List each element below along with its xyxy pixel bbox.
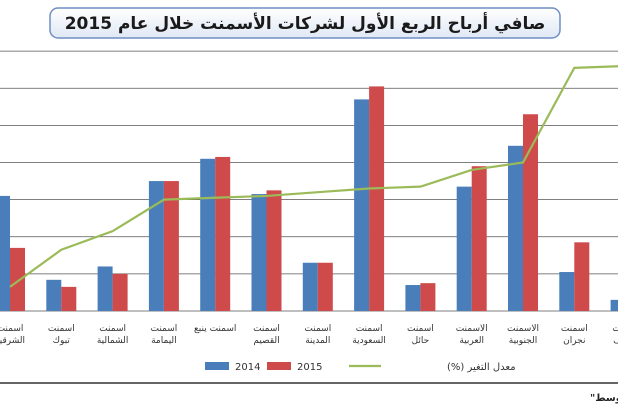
x-tick-label: اسمنت السعودية	[352, 324, 386, 346]
x-tick-label: الاسمنت الجنوبية	[507, 324, 539, 346]
bar	[0, 195, 10, 311]
bar	[10, 247, 25, 311]
x-tick-label: اسمنت نجران	[560, 324, 588, 346]
legend-label: 2014	[235, 362, 260, 373]
x-tick-label: اسمنت الشرقية	[0, 324, 26, 346]
x-tick-label: اسمنت ينبع	[193, 324, 237, 334]
bar	[508, 145, 523, 311]
bar	[354, 99, 370, 311]
chart-title: صافي أرباح الربع الأول لشركات الأسمنت خل…	[65, 12, 546, 34]
legend-swatch	[205, 362, 229, 370]
x-tick-label: الاسمنت العربية	[455, 324, 488, 346]
bar	[200, 158, 216, 311]
bar	[251, 194, 267, 311]
bar	[559, 272, 575, 311]
bar	[163, 181, 179, 311]
bar	[523, 114, 538, 311]
bar	[405, 285, 421, 311]
bar	[610, 299, 618, 311]
x-tick-label: اسمنت تبوك	[47, 324, 75, 346]
title-box	[49, 7, 561, 39]
legend-label: معدل التغير (%)	[447, 362, 516, 373]
x-tick-label: اسمنت القصيم	[253, 324, 280, 346]
bar	[148, 181, 164, 311]
bar	[574, 242, 590, 311]
bar	[317, 262, 333, 311]
x-tick-label: اسمنت اليمامة	[150, 324, 178, 346]
bar	[369, 86, 385, 311]
line	[9, 65, 618, 288]
source: البيانات المالية لشركة الأسمنت، الوحدة ا…	[590, 391, 618, 404]
legend-swatch	[267, 362, 291, 370]
x-tick-label: اسمنت حائل	[406, 324, 434, 346]
bar	[61, 286, 77, 311]
bar	[112, 273, 128, 311]
bar	[456, 186, 472, 311]
x-tick-label: اسمنت المدينة	[304, 324, 332, 346]
bar	[215, 156, 231, 311]
bar	[420, 283, 436, 311]
x-tick-label: اسمنت الشمالية	[96, 324, 129, 346]
bar	[46, 279, 62, 311]
bar	[302, 262, 318, 311]
x-tick-label: اسمنت الجوف	[612, 324, 618, 346]
bar	[266, 190, 282, 311]
legend-label: 2015	[297, 362, 322, 373]
bar	[97, 266, 113, 311]
bar	[471, 166, 487, 311]
